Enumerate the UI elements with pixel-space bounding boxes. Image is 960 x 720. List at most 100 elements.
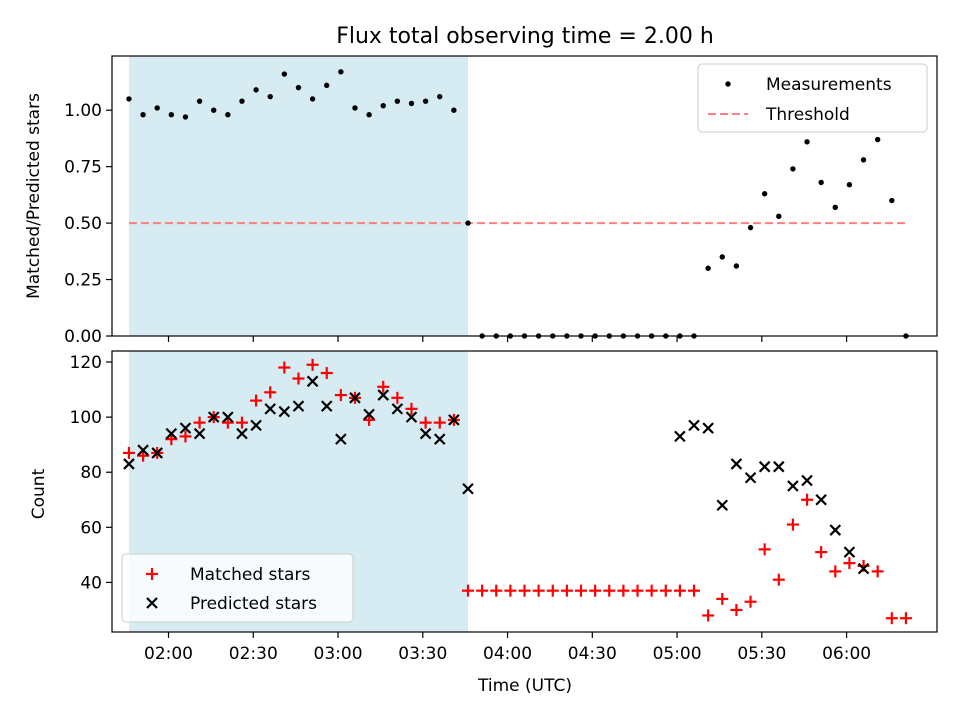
measurement-point bbox=[225, 112, 231, 118]
predicted-star-point bbox=[391, 403, 404, 415]
measurement-point bbox=[211, 107, 217, 113]
measurement-point bbox=[154, 105, 160, 111]
x-tick-label: 04:30 bbox=[568, 644, 617, 664]
predicted-star-stroke-b bbox=[250, 419, 262, 432]
bottom-y-axis-label: Count bbox=[29, 468, 49, 519]
measurement-point bbox=[733, 263, 740, 269]
matched-star-point bbox=[603, 584, 616, 597]
matched-star-point bbox=[772, 573, 785, 586]
measurement-point bbox=[267, 93, 273, 100]
x-tick-label: 02:00 bbox=[144, 644, 193, 664]
top-y-tick-label: 0.50 bbox=[64, 214, 102, 234]
predicted-star-point bbox=[264, 403, 276, 415]
top-x-ticks bbox=[167, 336, 848, 342]
predicted-star-point bbox=[448, 414, 460, 426]
bottom-legend-box bbox=[121, 553, 354, 623]
matched-star-point bbox=[744, 595, 757, 608]
matched-star-point bbox=[532, 584, 545, 597]
matched-star-point bbox=[815, 546, 828, 559]
measurement-point bbox=[818, 179, 824, 186]
predicted-star-stroke-b bbox=[773, 460, 785, 473]
predicted-star-stroke-b bbox=[292, 400, 305, 412]
predicted-star-point bbox=[320, 400, 333, 412]
measurement-point bbox=[465, 220, 471, 226]
predicted-star-stroke-b bbox=[278, 405, 291, 418]
predicted-star-point bbox=[419, 427, 432, 440]
predicted-star-stroke-b bbox=[222, 411, 234, 423]
matched-star-point bbox=[235, 416, 248, 429]
matched-star-point bbox=[292, 372, 305, 385]
predicted-star-stroke-b bbox=[688, 419, 700, 432]
bottom-x-axis: 02:00 02:30 03:00 03:30 04:00 04:30 05:00 05:30… bbox=[144, 632, 871, 664]
x-tick-label: 05:30 bbox=[737, 644, 786, 664]
measurement-point bbox=[889, 197, 895, 204]
measurement-point bbox=[776, 213, 782, 220]
measurement-point bbox=[239, 98, 245, 104]
matched-star-point bbox=[334, 389, 347, 402]
predicted-star-point bbox=[744, 471, 757, 484]
matched-star-point bbox=[377, 380, 390, 393]
matched-star-point bbox=[490, 584, 503, 597]
legend-measurements-marker bbox=[725, 81, 731, 87]
legend-predicted-marker bbox=[146, 597, 158, 609]
measurement-point bbox=[352, 105, 358, 111]
predicted-star-point bbox=[843, 546, 856, 558]
bottom-panel: 40 60 80 100 120 02:00 02:30 03:00 03:30 04:00 04… bbox=[29, 350, 938, 696]
predicted-star-point bbox=[787, 480, 799, 492]
predicted-star-stroke-b bbox=[377, 389, 390, 401]
predicted-star-stroke-b bbox=[462, 482, 474, 495]
matched-star-point bbox=[617, 584, 630, 597]
top-legend-box bbox=[697, 63, 928, 133]
measurement-point bbox=[719, 254, 725, 260]
predicted-star-point bbox=[688, 419, 700, 432]
bottom-y-tick-label: 60 bbox=[80, 518, 102, 538]
predicted-star-point bbox=[674, 430, 686, 443]
predicted-star-point bbox=[207, 411, 220, 423]
predicted-star-point bbox=[306, 375, 319, 388]
predicted-star-point bbox=[702, 422, 714, 434]
matched-star-point bbox=[730, 603, 743, 616]
matched-star-point bbox=[899, 612, 912, 625]
matched-star-point bbox=[885, 612, 898, 625]
measurement-point bbox=[366, 112, 372, 118]
predicted-star-point bbox=[123, 458, 135, 470]
predicted-star-point bbox=[773, 460, 785, 473]
predicted-star-stroke-b bbox=[815, 493, 827, 506]
predicted-star-point bbox=[292, 400, 305, 412]
matched-star-point bbox=[122, 446, 135, 459]
matched-star-point bbox=[518, 584, 531, 597]
matched-star-point bbox=[278, 361, 291, 374]
predicted-star-stroke-b bbox=[363, 408, 375, 421]
top-y-tick-label: 0.75 bbox=[64, 158, 102, 178]
matched-star-point bbox=[306, 358, 319, 371]
measurement-point bbox=[874, 136, 881, 143]
predicted-star-point bbox=[193, 427, 206, 440]
predicted-star-point bbox=[716, 499, 729, 512]
measurement-point bbox=[422, 98, 429, 104]
matched-star-point bbox=[504, 584, 517, 597]
top-y-tick-label: 1.00 bbox=[64, 101, 102, 121]
matched-star-point bbox=[673, 584, 686, 597]
predicted-star-stroke-b bbox=[419, 427, 432, 440]
predicted-star-stroke-b bbox=[433, 433, 446, 445]
predicted-star-stroke-b bbox=[236, 427, 248, 440]
matched-star-point bbox=[801, 493, 814, 506]
x-tick-label: 02:30 bbox=[229, 644, 278, 664]
matched-star-point bbox=[758, 543, 771, 556]
matched-star-point bbox=[546, 584, 559, 597]
predicted-star-stroke-b bbox=[391, 403, 404, 415]
matched-star-point bbox=[433, 416, 446, 429]
matched-star-point bbox=[461, 584, 474, 597]
measurement-point bbox=[182, 114, 189, 120]
measurement-point bbox=[196, 98, 203, 104]
matched-star-point bbox=[589, 584, 602, 597]
predicted-star-stroke-b bbox=[349, 392, 361, 404]
measurement-point bbox=[126, 96, 132, 102]
matched-star-point bbox=[843, 557, 856, 570]
measurement-point bbox=[140, 112, 146, 118]
predicted-star-point bbox=[462, 482, 474, 495]
top-y-axis-label: Matched/Predicted stars bbox=[24, 93, 44, 299]
bottom-y-tick-label: 80 bbox=[80, 463, 102, 483]
predicted-star-stroke-b bbox=[151, 447, 163, 459]
